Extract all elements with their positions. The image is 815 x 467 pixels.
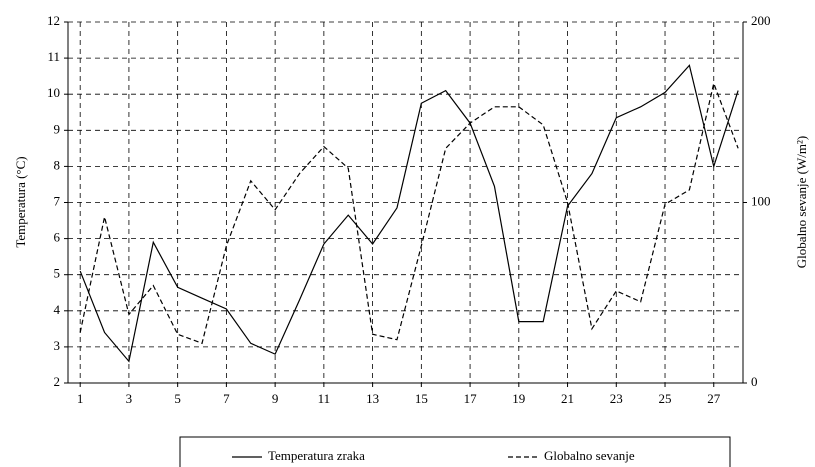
- legend-box: [179, 436, 731, 467]
- y2-tick-label: 200: [751, 13, 771, 28]
- x-tick-label: 3: [126, 391, 133, 406]
- y-tick-label: 6: [54, 230, 61, 245]
- y2-tick-label: 0: [751, 374, 758, 389]
- x-tick-label: 27: [707, 391, 721, 406]
- x-tick-label: 5: [174, 391, 181, 406]
- x-tick-label: 25: [659, 391, 672, 406]
- y-tick-label: 12: [47, 13, 60, 28]
- y-tick-label: 10: [47, 85, 60, 100]
- y-tick-label: 2: [54, 374, 61, 389]
- x-tick-label: 23: [610, 391, 623, 406]
- y2-axis-label: Globalno sevanje (W/m²): [794, 136, 809, 268]
- y-tick-label: 5: [54, 266, 61, 281]
- y-tick-label: 4: [54, 302, 61, 317]
- x-tick-label: 1: [77, 391, 84, 406]
- x-tick-label: 11: [318, 391, 331, 406]
- y-tick-label: 9: [54, 121, 61, 136]
- y-axis-label: Temperatura (°C): [13, 156, 28, 247]
- series-line: [79, 64, 739, 363]
- x-tick-label: 19: [512, 391, 525, 406]
- legend-label: Temperatura zraka: [268, 448, 365, 463]
- x-tick-label: 15: [415, 391, 428, 406]
- x-tick-label: 17: [464, 391, 478, 406]
- y-tick-label: 3: [54, 338, 61, 353]
- series-line: [79, 81, 739, 345]
- y-tick-label: 11: [47, 49, 60, 64]
- y2-tick-label: 100: [751, 193, 771, 208]
- x-tick-label: 21: [561, 391, 574, 406]
- legend-label: Globalno sevanje: [544, 448, 635, 463]
- x-tick-label: 13: [366, 391, 379, 406]
- x-tick-label: 7: [223, 391, 230, 406]
- y-tick-label: 8: [54, 157, 61, 172]
- y-tick-label: 7: [54, 193, 61, 208]
- x-tick-label: 9: [272, 391, 279, 406]
